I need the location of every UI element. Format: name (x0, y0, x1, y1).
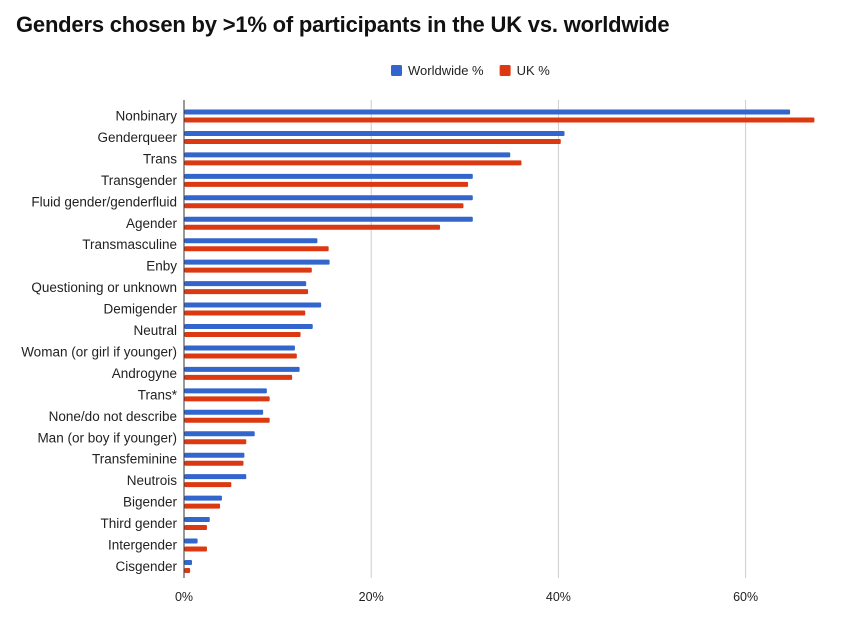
bar-worldwide-agender (184, 216, 473, 222)
bar-uk-trans (184, 396, 270, 402)
bar-worldwide-transmasculine (184, 238, 318, 244)
bar-worldwide-nonbinary (184, 109, 791, 115)
category-label-enby: Enby (146, 259, 177, 274)
bar-worldwide-intergender (184, 538, 198, 544)
bar-worldwide-cisgender (184, 559, 192, 565)
bar-uk-fluid-gender-genderfluid (184, 203, 464, 209)
bar-worldwide-transgender (184, 173, 473, 179)
bar-uk-intergender (184, 546, 207, 552)
bar-uk-androgyne (184, 374, 293, 380)
bar-worldwide-man-or-boy-if-younger (184, 431, 255, 437)
bar-uk-genderqueer (184, 138, 561, 144)
category-label-intergender: Intergender (108, 538, 178, 553)
category-label-woman-or-girl-if-younger: Woman (or girl if younger) (21, 344, 177, 359)
bar-uk-third-gender (184, 525, 207, 531)
bar-worldwide-fluid-gender-genderfluid (184, 195, 473, 201)
x-tick-label-60: 60% (733, 590, 758, 604)
bar-worldwide-androgyne (184, 366, 300, 372)
category-label-demigender: Demigender (103, 302, 177, 317)
category-label-questioning-or-unknown: Questioning or unknown (31, 280, 177, 295)
bar-uk-man-or-boy-if-younger (184, 439, 247, 445)
category-label-none-do-not-describe: None/do not describe (49, 409, 177, 424)
category-label-third-gender: Third gender (100, 516, 177, 531)
bar-worldwide-trans (184, 388, 267, 394)
bar-worldwide-woman-or-girl-if-younger (184, 345, 295, 351)
x-tick-label-0: 0% (175, 590, 193, 604)
bar-uk-demigender (184, 310, 306, 316)
gridlines (183, 100, 747, 578)
category-label-transgender: Transgender (101, 173, 178, 188)
bar-uk-questioning-or-unknown (184, 289, 309, 295)
category-labels: Nonbinary Genderqueer Trans Transgender Flui… (21, 109, 178, 574)
bar-uk-transfeminine (184, 460, 244, 466)
x-tick-label-40: 40% (546, 590, 571, 604)
bar-worldwide-trans (184, 152, 511, 158)
category-label-androgyne: Androgyne (112, 366, 177, 381)
bar-worldwide-demigender (184, 302, 322, 308)
category-label-trans: Trans (143, 151, 177, 166)
category-label-genderqueer: Genderqueer (97, 130, 177, 145)
category-label-agender: Agender (126, 216, 178, 231)
bar-uk-neutral (184, 332, 301, 337)
legend-swatch-uk (499, 65, 511, 76)
category-label-trans: Trans* (138, 387, 178, 402)
bar-uk-none-do-not-describe (184, 417, 270, 423)
bar-uk-transgender (184, 181, 469, 187)
legend: Worldwide % UK % (391, 63, 550, 78)
bar-worldwide-neutral (184, 324, 313, 329)
bar-worldwide-none-do-not-describe (184, 409, 264, 415)
x-tick-label-20: 20% (359, 590, 384, 604)
category-label-transmasculine: Transmasculine (82, 237, 177, 252)
category-label-man-or-boy-if-younger: Man (or boy if younger) (37, 430, 177, 445)
bar-uk-nonbinary (184, 117, 815, 123)
bar-worldwide-bigender (184, 495, 222, 501)
legend-swatch-worldwide (391, 65, 402, 76)
chart-title: Genders chosen by >1% of participants in… (16, 12, 670, 37)
bar-uk-woman-or-girl-if-younger (184, 353, 297, 359)
bar-uk-enby (184, 267, 312, 273)
bar-worldwide-questioning-or-unknown (184, 281, 307, 287)
category-label-bigender: Bigender (123, 495, 178, 510)
bar-uk-trans (184, 160, 522, 166)
legend-label-worldwide: Worldwide % (408, 63, 484, 78)
category-label-transfeminine: Transfeminine (92, 452, 177, 467)
category-label-neutrois: Neutrois (127, 473, 178, 488)
category-label-cisgender: Cisgender (115, 559, 177, 574)
bar-worldwide-third-gender (184, 517, 210, 523)
bar-uk-agender (184, 224, 441, 230)
bars (184, 109, 815, 573)
bar-worldwide-transfeminine (184, 452, 245, 458)
bar-uk-cisgender (184, 567, 191, 573)
category-label-neutral: Neutral (133, 323, 177, 338)
bar-worldwide-neutrois (184, 474, 247, 480)
bar-worldwide-genderqueer (184, 130, 565, 136)
category-label-fluid-gender-genderfluid: Fluid gender/genderfluid (31, 194, 177, 209)
bar-uk-transmasculine (184, 246, 329, 252)
bar-worldwide-enby (184, 259, 330, 265)
legend-label-uk: UK % (517, 63, 551, 78)
bar-uk-neutrois (184, 482, 232, 488)
x-tick-labels: 0% 20% 40% 60% (175, 590, 758, 604)
bar-uk-bigender (184, 503, 221, 509)
category-label-nonbinary: Nonbinary (115, 109, 177, 124)
